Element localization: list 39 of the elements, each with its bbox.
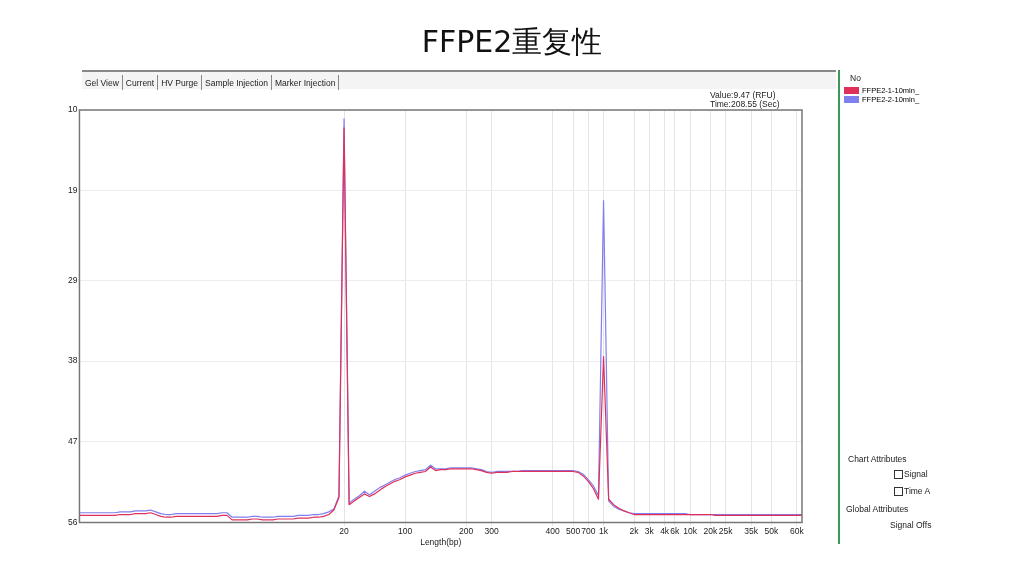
- text: No: [850, 73, 861, 83]
- text: Time A: [904, 486, 931, 496]
- x-tick-label: 3k: [644, 526, 655, 537]
- y-tick-label: 38: [67, 355, 78, 366]
- y-tick-label: 47: [67, 436, 78, 447]
- text: Current: [122, 75, 159, 90]
- x-tick-label: 25k: [718, 526, 734, 537]
- x-tick-label: 60k: [790, 526, 805, 537]
- text: Marker Injection: [271, 75, 340, 90]
- x-tick-label: 2k: [629, 526, 640, 537]
- y-tick-label: 29: [67, 274, 78, 285]
- text: Time:208.55 (Sec): [710, 99, 780, 109]
- text: Chart Attributes: [848, 454, 907, 464]
- x-tick-label: 4k: [660, 526, 670, 537]
- x-tick-label: 35k: [744, 526, 759, 537]
- y-tick-label: 19: [67, 185, 78, 196]
- text: Gel View: [82, 75, 123, 90]
- x-tick-label: 100: [398, 526, 413, 537]
- text: Global Attributes: [846, 504, 909, 514]
- x-axis-title: Length(bp): [420, 537, 462, 548]
- x-tick-label: 6k: [670, 526, 681, 537]
- x-tick-label: 700: [581, 526, 596, 537]
- chart-title: FFPE2重复性: [420, 23, 604, 61]
- text: Signal Offs: [890, 520, 932, 530]
- x-tick-label: 50k: [764, 526, 780, 537]
- x-tick-label: 10k: [683, 526, 698, 537]
- text: Value:9.47 (RFU): [710, 90, 776, 100]
- text: Signal: [904, 469, 928, 479]
- text: Sample Injection: [202, 75, 272, 90]
- x-tick-label: 300: [484, 526, 499, 537]
- text: HV Purge: [158, 75, 203, 90]
- x-tick-label: 400: [545, 526, 561, 537]
- y-tick-label: 56: [67, 516, 78, 527]
- x-tick-label: 500: [565, 526, 581, 537]
- x-tick-label: 200: [459, 526, 474, 537]
- x-tick-label: 1k: [599, 526, 609, 537]
- x-tick-label: 20: [339, 526, 350, 537]
- x-tick-label: 20k: [703, 526, 718, 537]
- y-tick-label: 10: [67, 104, 78, 115]
